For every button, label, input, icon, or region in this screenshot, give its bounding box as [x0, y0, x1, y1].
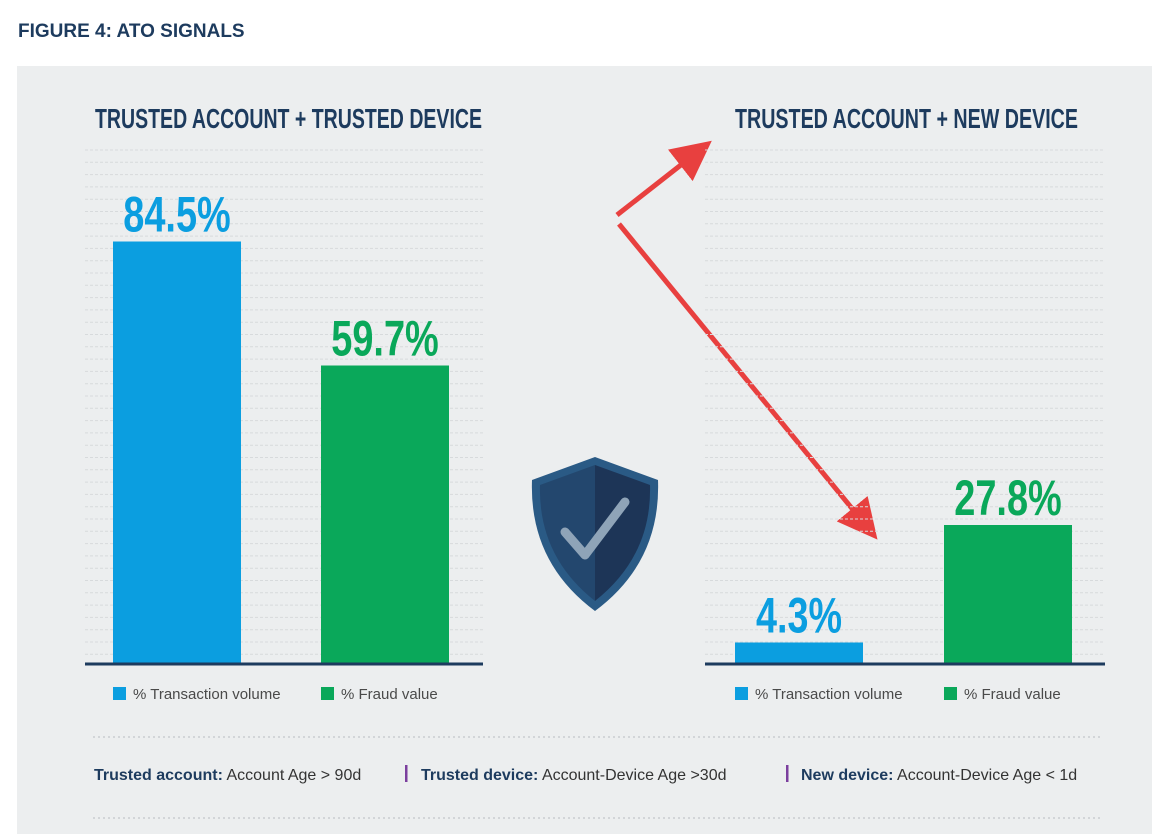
separator — [405, 765, 408, 782]
separator — [786, 765, 789, 782]
bar — [735, 642, 863, 664]
chart-title: TRUSTED ACCOUNT + TRUSTED DEVICE — [95, 103, 482, 134]
footer-item: Trusted account: Account Age > 90d — [94, 767, 361, 784]
chart-title: TRUSTED ACCOUNT + NEW DEVICE — [735, 103, 1078, 134]
bar — [113, 241, 241, 664]
legend-label: % Transaction volume — [755, 686, 903, 703]
footer-term: Trusted device: — [421, 767, 538, 784]
footer-term: New device: — [801, 767, 893, 784]
value-label: 84.5% — [123, 187, 231, 243]
footer-item: New device: Account-Device Age < 1d — [801, 767, 1077, 784]
value-label: 4.3% — [756, 588, 842, 644]
legend-swatch — [113, 687, 126, 700]
footer-definition: Account Age > 90d — [223, 767, 361, 784]
shield — [531, 457, 659, 611]
bar — [944, 525, 1072, 664]
legend-swatch — [944, 687, 957, 700]
bar — [321, 365, 449, 664]
footer-term: Trusted account: — [94, 767, 223, 784]
legend-swatch — [735, 687, 748, 700]
footer-definition: Account-Device Age < 1d — [893, 767, 1077, 784]
value-label: 27.8% — [954, 470, 1062, 526]
footer-item: Trusted device: Account-Device Age >30d — [421, 767, 727, 784]
footer-definition: Account-Device Age >30d — [538, 767, 726, 784]
legend-swatch — [321, 687, 334, 700]
figure-title: FIGURE 4: ATO SIGNALS — [18, 21, 245, 42]
legend-label: % Fraud value — [341, 686, 438, 703]
legend-label: % Transaction volume — [133, 686, 281, 703]
legend-label: % Fraud value — [964, 686, 1061, 703]
arrows — [615, 140, 878, 540]
value-label: 59.7% — [331, 311, 439, 367]
